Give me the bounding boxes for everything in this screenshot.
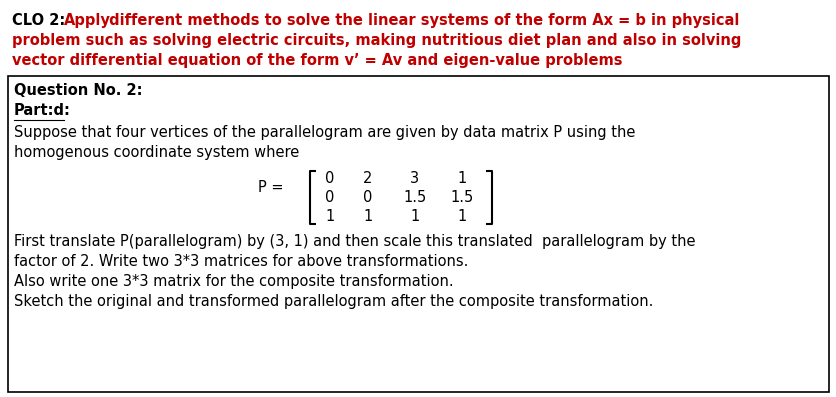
Text: 1: 1 (363, 209, 372, 224)
Text: different methods to solve the linear systems of the form Ax = b in physical: different methods to solve the linear sy… (104, 13, 738, 28)
Text: 0: 0 (363, 190, 372, 205)
Text: P =: P = (257, 181, 283, 195)
Text: First translate P(parallelogram) by (3, 1) and then scale this translated  paral: First translate P(parallelogram) by (3, … (14, 234, 695, 249)
Text: 1: 1 (456, 209, 466, 224)
Text: factor of 2. Write two 3*3 matrices for above transformations.: factor of 2. Write two 3*3 matrices for … (14, 254, 468, 269)
Text: 1.5: 1.5 (450, 190, 473, 205)
Text: Question No. 2:: Question No. 2: (14, 83, 142, 98)
Text: Apply: Apply (64, 13, 110, 28)
Text: 1.5: 1.5 (403, 190, 426, 205)
Text: 2: 2 (363, 171, 372, 186)
Text: 0: 0 (325, 171, 334, 186)
Text: Part:d:: Part:d: (14, 103, 71, 118)
Text: vector differential equation of the form v’ = Av and eigen-value problems: vector differential equation of the form… (12, 53, 622, 68)
Text: homogenous coordinate system where: homogenous coordinate system where (14, 145, 299, 160)
Text: Sketch the original and transformed parallelogram after the composite transforma: Sketch the original and transformed para… (14, 294, 653, 309)
Text: CLO 2:: CLO 2: (12, 13, 70, 28)
Text: problem such as solving electric circuits, making nutritious diet plan and also : problem such as solving electric circuit… (12, 33, 741, 48)
Text: 0: 0 (325, 190, 334, 205)
Text: 1: 1 (325, 209, 334, 224)
Text: Also write one 3*3 matrix for the composite transformation.: Also write one 3*3 matrix for the compos… (14, 274, 453, 289)
Text: 3: 3 (410, 171, 419, 186)
Text: 1: 1 (410, 209, 419, 224)
Text: 1: 1 (456, 171, 466, 186)
Bar (8, 76, 828, 392)
Text: Suppose that four vertices of the parallelogram are given by data matrix P using: Suppose that four vertices of the parall… (14, 125, 635, 140)
